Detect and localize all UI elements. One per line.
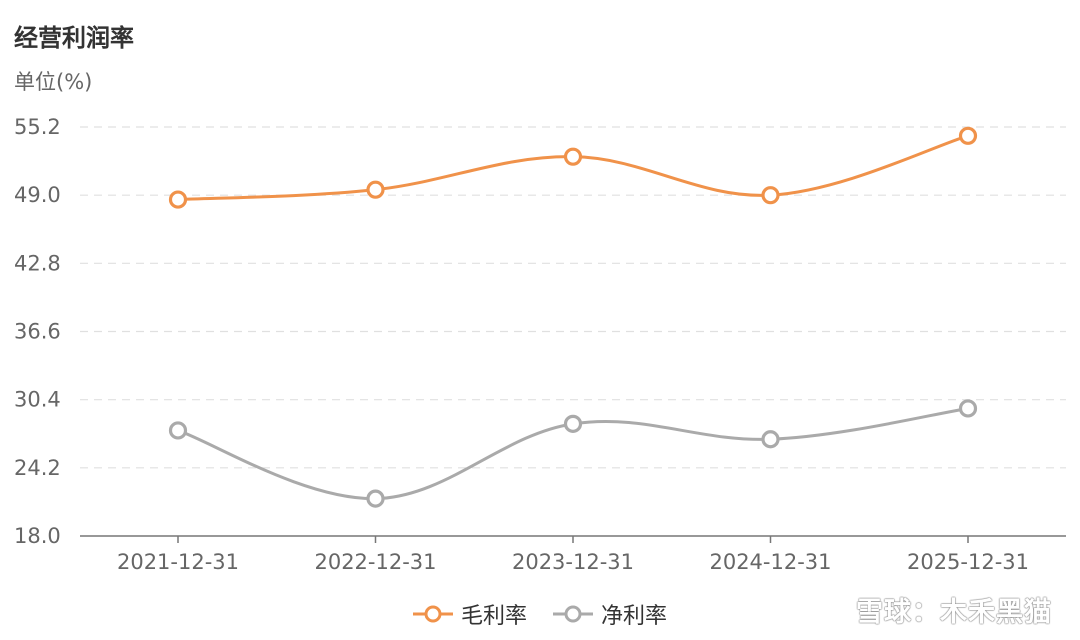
legend-item-gross-margin[interactable]: 毛利率 bbox=[412, 598, 527, 630]
x-tick-label: 2022-12-31 bbox=[314, 550, 436, 574]
y-tick-label: 24.2 bbox=[14, 456, 61, 480]
legend-swatch-net-margin bbox=[553, 605, 593, 623]
grid-lines bbox=[80, 126, 1066, 469]
y-tick-label: 55.2 bbox=[14, 115, 61, 139]
legend-label-net-margin: 净利率 bbox=[601, 604, 668, 629]
y-axis-unit-label: 单位(%) bbox=[14, 70, 93, 94]
y-tick-label: 18.0 bbox=[14, 524, 61, 548]
legend: 毛利率 净利率 bbox=[0, 594, 1080, 634]
chart-title: 经营利润率 bbox=[14, 24, 134, 52]
series-lines bbox=[177, 134, 969, 501]
legend-swatch-gross-margin bbox=[412, 605, 453, 623]
data-point-net-margin[interactable] bbox=[958, 399, 978, 418]
legend-item-net-margin[interactable]: 净利率 bbox=[553, 598, 667, 630]
data-point-gross-margin[interactable] bbox=[563, 147, 583, 166]
x-tick-label: 2021-12-31 bbox=[117, 550, 239, 574]
axes: 18.0 24.2 30.4 36.6 42.8 49.0 55.2 2021-12-31 20… bbox=[14, 115, 1066, 574]
data-point-gross-margin[interactable] bbox=[761, 186, 780, 205]
y-tick-label: 42.8 bbox=[14, 251, 61, 275]
data-point-gross-margin[interactable] bbox=[168, 190, 188, 209]
series-line-gross-margin bbox=[177, 134, 969, 202]
data-point-net-margin[interactable] bbox=[366, 489, 385, 508]
data-point-net-margin[interactable] bbox=[168, 421, 188, 440]
x-tick-label: 2025-12-31 bbox=[907, 550, 1029, 574]
x-tick-label: 2023-12-31 bbox=[512, 550, 634, 574]
data-point-gross-margin[interactable] bbox=[958, 126, 978, 145]
data-point-net-margin[interactable] bbox=[563, 414, 583, 433]
legend-label-gross-margin: 毛利率 bbox=[460, 604, 527, 629]
y-tick-label: 36.6 bbox=[14, 320, 61, 344]
y-tick-label: 49.0 bbox=[14, 183, 61, 207]
data-point-gross-margin[interactable] bbox=[366, 180, 385, 199]
data-point-net-margin[interactable] bbox=[761, 430, 780, 449]
y-tick-label: 30.4 bbox=[14, 388, 61, 412]
series-markers bbox=[168, 126, 978, 508]
watermark: 雪球：木禾黑猫 bbox=[856, 597, 1052, 628]
x-tick-label: 2024-12-31 bbox=[709, 550, 831, 574]
